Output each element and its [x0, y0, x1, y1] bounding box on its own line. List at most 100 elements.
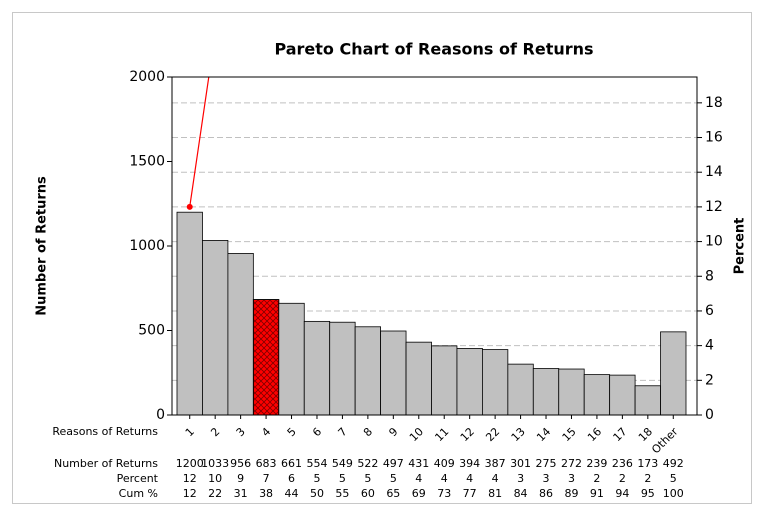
table-count: 387	[485, 457, 506, 470]
y2-tick-label: 8	[705, 268, 714, 284]
table-cum: 100	[663, 487, 684, 500]
table-cum: 73	[437, 487, 451, 500]
table-count: 661	[281, 457, 302, 470]
y2-tick-label: 12	[705, 199, 723, 215]
bar-hatch	[252, 299, 280, 416]
bar	[202, 240, 229, 416]
table-cum: 22	[208, 487, 222, 500]
y2-tick-label: 4	[705, 338, 714, 354]
table-count: 275	[536, 457, 557, 470]
bar	[431, 345, 458, 416]
table-count: 1033	[201, 457, 229, 470]
bar	[558, 368, 585, 416]
table-percent: 6	[288, 472, 295, 485]
bar	[176, 211, 203, 416]
y2-tick-label: 14	[705, 164, 723, 180]
y-tick-label: 1000	[129, 238, 165, 254]
bar	[303, 320, 331, 416]
chart-title: Pareto Chart of Reasons of Returns	[274, 40, 593, 59]
table-percent: 4	[415, 472, 422, 485]
bar	[278, 302, 305, 416]
table-percent: 3	[568, 472, 575, 485]
bar	[227, 253, 254, 416]
bar	[660, 331, 687, 416]
y-tick-label: 0	[156, 407, 165, 423]
bar	[456, 348, 483, 416]
table-percent: 12	[183, 472, 197, 485]
table-count: 492	[663, 457, 684, 470]
table-count: 956	[230, 457, 251, 470]
table-percent: 4	[492, 472, 499, 485]
table-count: 1200	[176, 457, 204, 470]
bar	[532, 368, 560, 416]
table-percent: 3	[517, 472, 524, 485]
y2-tick-label: 0	[705, 407, 714, 423]
table-percent: 2	[644, 472, 651, 485]
table-percent: 5	[670, 472, 677, 485]
table-percent: 7	[263, 472, 270, 485]
bar	[380, 330, 407, 416]
table-percent: 5	[313, 472, 320, 485]
y-tick-label: 1500	[129, 154, 165, 170]
table-percent: 3	[543, 472, 550, 485]
table-cum: 94	[615, 487, 629, 500]
cum-point	[186, 203, 193, 210]
cum-line-group	[186, 77, 210, 210]
table-count: 301	[510, 457, 531, 470]
table-percent: 5	[339, 472, 346, 485]
table-cum: 44	[285, 487, 299, 500]
bar	[507, 363, 534, 416]
table-row-label: Cum %	[119, 487, 158, 500]
bar	[329, 321, 356, 416]
table-row-label: Percent	[117, 472, 159, 485]
table-cum: 69	[412, 487, 426, 500]
y2-axis-label: Percent	[733, 218, 748, 275]
table-count: 394	[459, 457, 480, 470]
table-cum: 95	[641, 487, 655, 500]
table-percent: 2	[593, 472, 600, 485]
table-cum: 81	[488, 487, 502, 500]
table-percent: 9	[237, 472, 244, 485]
y2-tick-label: 18	[705, 95, 723, 111]
y-axis-label: Number of Returns	[35, 176, 50, 316]
bar	[405, 341, 432, 416]
table-cum: 55	[335, 487, 349, 500]
y2-tick-label: 16	[705, 130, 723, 146]
y2-tick-label: 10	[705, 234, 723, 250]
bar	[354, 326, 381, 416]
table-count: 497	[383, 457, 404, 470]
table-row-label: Number of Returns	[54, 457, 158, 470]
table-cum: 12	[183, 487, 197, 500]
table-percent: 5	[364, 472, 371, 485]
table-cum: 31	[234, 487, 248, 500]
table-count: 554	[306, 457, 327, 470]
y-tick-label: 500	[138, 323, 165, 339]
table-count: 173	[637, 457, 658, 470]
bar	[583, 374, 611, 416]
y-tick-label: 2000	[129, 69, 165, 85]
table-percent: 4	[441, 472, 448, 485]
table-cum: 84	[514, 487, 528, 500]
table-count: 272	[561, 457, 582, 470]
table-count: 409	[434, 457, 455, 470]
table-cum: 91	[590, 487, 604, 500]
table-cum: 60	[361, 487, 375, 500]
table-count: 683	[256, 457, 277, 470]
table-count: 431	[408, 457, 429, 470]
y2-tick-label: 6	[705, 303, 714, 319]
table-cum: 50	[310, 487, 324, 500]
table-cum: 89	[564, 487, 578, 500]
table-percent: 2	[619, 472, 626, 485]
y2-tick-label: 2	[705, 372, 714, 388]
table-cum: 65	[386, 487, 400, 500]
table-cum: 38	[259, 487, 273, 500]
table-count: 522	[357, 457, 378, 470]
table-percent: 4	[466, 472, 473, 485]
table-cum: 86	[539, 487, 553, 500]
table-count: 549	[332, 457, 353, 470]
table-cum: 77	[463, 487, 477, 500]
table-count: 239	[586, 457, 607, 470]
x-axis-label: Reasons of Returns	[52, 425, 158, 438]
bar	[634, 385, 661, 416]
